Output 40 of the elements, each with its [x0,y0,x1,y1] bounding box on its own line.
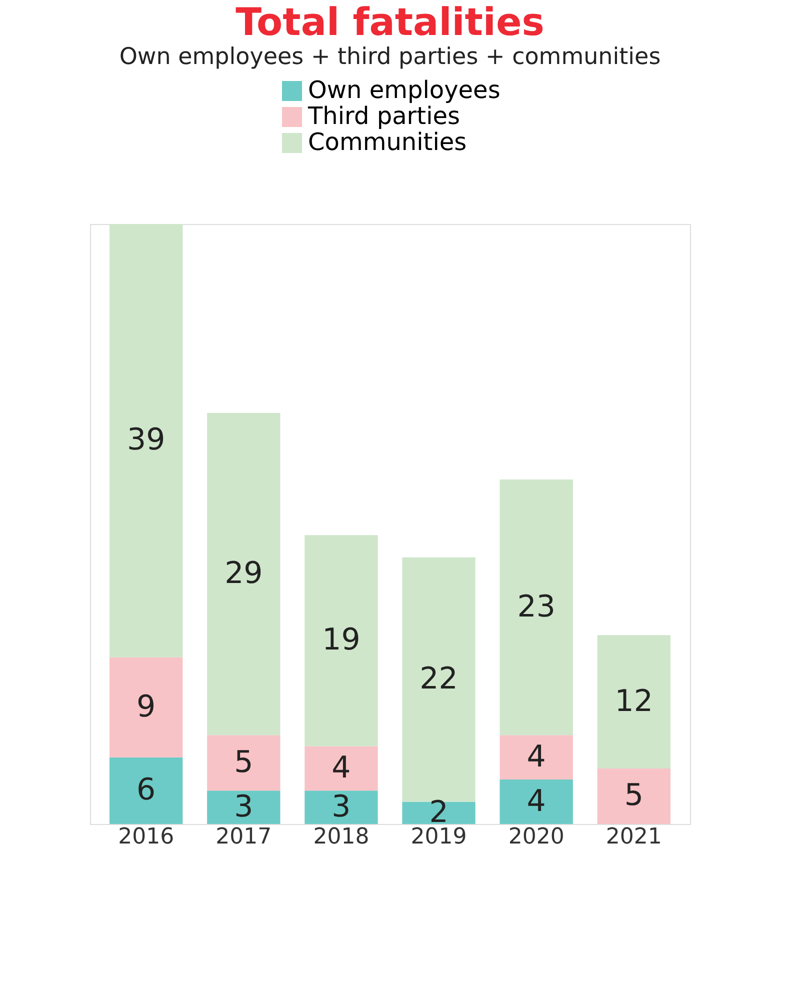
chart-title: Total fatalities [236,0,544,44]
data-label: 23 [517,589,556,624]
data-label: 4 [332,750,351,786]
legend-label: Communities [308,128,467,156]
x-tick-label: 2021 [606,824,662,850]
data-label: 22 [420,662,458,697]
bar [110,657,183,758]
bar [597,768,670,824]
data-label: 3 [234,789,254,824]
legend-label: Third parties [307,102,460,130]
bar [402,802,476,824]
bar [597,635,670,768]
bar [207,790,280,824]
data-label: 4 [526,739,546,774]
data-label: 4 [526,784,546,819]
data-label: 39 [127,422,166,458]
x-tick-label: 2018 [313,824,370,850]
chart-subtitle: Own employees + third parties + communities [119,44,661,70]
x-tick-label: 2020 [508,824,564,850]
data-label: 6 [136,772,156,808]
bar [500,735,573,780]
bar [500,480,573,736]
data-label: 12 [614,684,653,719]
data-label: 19 [322,622,360,658]
bar [110,757,183,824]
bar [207,412,280,736]
data-label: 5 [234,744,254,780]
data-label: 9 [136,689,156,724]
bar [304,790,378,824]
bar [500,780,573,824]
legend-label: Own employees [308,76,500,104]
bar [304,746,378,791]
data-label: 5 [624,778,644,814]
bar [110,224,183,658]
x-tick-label: 2017 [216,824,272,850]
data-label: 3 [332,789,351,824]
bar [304,535,378,746]
data-label: 29 [224,556,263,591]
bar [207,735,280,791]
x-tick-label: 2016 [118,824,174,850]
